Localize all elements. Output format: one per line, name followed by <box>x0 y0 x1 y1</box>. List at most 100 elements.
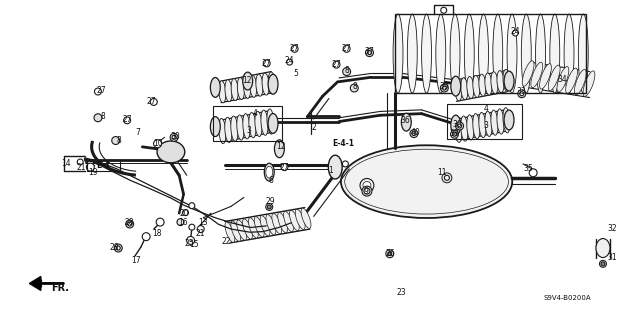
Ellipse shape <box>548 65 560 91</box>
Text: 27: 27 <box>280 163 289 172</box>
Text: 31: 31 <box>607 253 617 262</box>
Circle shape <box>529 169 537 177</box>
Text: 27: 27 <box>332 60 341 69</box>
Ellipse shape <box>243 114 250 139</box>
Text: 12: 12 <box>276 142 285 151</box>
Ellipse shape <box>266 215 276 235</box>
Text: 27: 27 <box>262 59 271 68</box>
Bar <box>213 106 282 141</box>
Circle shape <box>520 92 524 96</box>
Ellipse shape <box>243 219 252 239</box>
Ellipse shape <box>401 113 412 131</box>
Text: 8: 8 <box>353 82 357 91</box>
Circle shape <box>124 117 131 124</box>
Ellipse shape <box>231 221 241 241</box>
Ellipse shape <box>272 213 282 234</box>
Text: 36: 36 <box>400 116 410 125</box>
Circle shape <box>177 219 184 226</box>
Ellipse shape <box>266 166 273 178</box>
Circle shape <box>291 45 298 52</box>
Ellipse shape <box>473 75 480 97</box>
Text: 27: 27 <box>147 97 156 106</box>
Circle shape <box>125 220 134 228</box>
Ellipse shape <box>268 114 278 133</box>
Text: 21: 21 <box>196 229 205 238</box>
Ellipse shape <box>485 111 492 137</box>
Circle shape <box>601 262 605 266</box>
Circle shape <box>266 204 273 211</box>
Circle shape <box>172 135 176 139</box>
Ellipse shape <box>461 116 468 141</box>
Text: 28: 28 <box>109 243 118 252</box>
Text: 17: 17 <box>131 256 141 264</box>
Circle shape <box>281 164 288 171</box>
Text: 3: 3 <box>246 126 252 135</box>
Text: 27: 27 <box>97 86 107 95</box>
Circle shape <box>189 203 195 209</box>
Ellipse shape <box>249 113 256 138</box>
Text: 30: 30 <box>452 120 462 129</box>
Text: 34: 34 <box>557 75 567 84</box>
Ellipse shape <box>497 109 504 134</box>
Text: 11: 11 <box>437 168 447 177</box>
Ellipse shape <box>341 145 512 218</box>
Text: 12: 12 <box>243 76 252 85</box>
Ellipse shape <box>243 76 251 99</box>
Ellipse shape <box>455 117 462 142</box>
Circle shape <box>77 159 83 165</box>
Ellipse shape <box>237 220 246 240</box>
Circle shape <box>365 49 374 56</box>
Ellipse shape <box>255 111 262 137</box>
Circle shape <box>287 59 292 65</box>
Text: 4: 4 <box>484 104 489 113</box>
Circle shape <box>187 236 195 244</box>
Ellipse shape <box>473 114 480 139</box>
Circle shape <box>128 222 132 226</box>
Circle shape <box>600 260 607 267</box>
Ellipse shape <box>574 70 586 95</box>
Text: 13: 13 <box>198 218 208 227</box>
Ellipse shape <box>260 216 270 236</box>
Ellipse shape <box>467 115 474 140</box>
Ellipse shape <box>328 155 342 179</box>
Circle shape <box>451 130 458 138</box>
Ellipse shape <box>579 14 588 93</box>
Text: 32: 32 <box>607 224 617 233</box>
Ellipse shape <box>557 67 569 92</box>
Text: 37: 37 <box>365 47 374 56</box>
Text: 24: 24 <box>285 56 294 65</box>
Ellipse shape <box>219 118 226 144</box>
Text: S9V4-B0200A: S9V4-B0200A <box>543 295 591 301</box>
Ellipse shape <box>157 141 185 163</box>
Circle shape <box>170 133 178 141</box>
Ellipse shape <box>479 74 486 96</box>
Text: 14: 14 <box>61 159 71 168</box>
Ellipse shape <box>248 218 259 238</box>
Text: 28: 28 <box>125 218 134 226</box>
Circle shape <box>150 99 157 105</box>
Ellipse shape <box>491 72 498 94</box>
Circle shape <box>263 60 270 67</box>
Ellipse shape <box>275 140 284 158</box>
Ellipse shape <box>243 72 253 90</box>
Circle shape <box>189 224 195 230</box>
Circle shape <box>154 140 161 148</box>
Ellipse shape <box>250 75 257 97</box>
Circle shape <box>362 186 372 196</box>
Ellipse shape <box>393 14 403 93</box>
Ellipse shape <box>237 115 244 140</box>
Text: 4: 4 <box>253 109 258 118</box>
Text: 23: 23 <box>396 288 406 297</box>
Circle shape <box>518 90 525 98</box>
Text: 20: 20 <box>179 209 189 218</box>
Text: 21: 21 <box>76 163 86 172</box>
Text: 40: 40 <box>410 129 420 137</box>
Ellipse shape <box>264 163 274 181</box>
Ellipse shape <box>455 79 462 101</box>
Circle shape <box>342 68 351 76</box>
Circle shape <box>367 51 371 55</box>
Text: 16: 16 <box>178 218 188 226</box>
Ellipse shape <box>465 14 474 93</box>
Text: 6: 6 <box>268 175 273 185</box>
Circle shape <box>350 84 358 92</box>
